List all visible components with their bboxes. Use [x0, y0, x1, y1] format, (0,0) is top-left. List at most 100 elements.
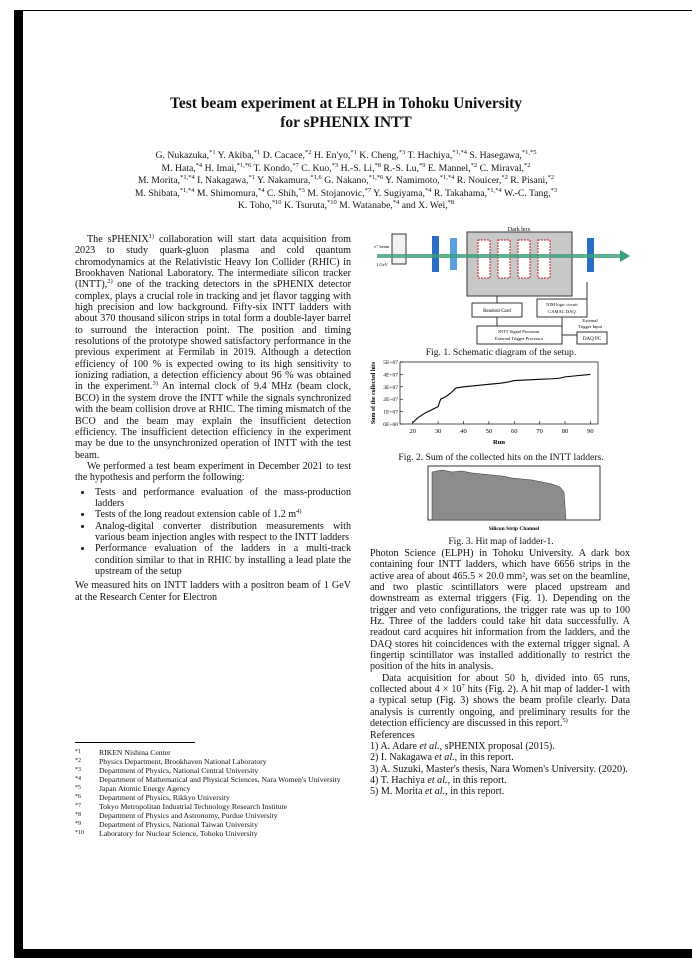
y-axis-label: Sum of the collected hits [371, 361, 377, 424]
y-tick-label: 3E+07 [383, 385, 398, 391]
footnote-mark: *6 [75, 794, 81, 800]
reference: 3) A. Suzuki, Master's thesis, Nara Wome… [370, 764, 630, 775]
affiliation-mark: *9 [418, 161, 426, 169]
y-tick-label: 1E+07 [383, 410, 398, 416]
text: We performed a test beam experiment in D… [75, 460, 351, 484]
affiliation-mark: *7 [292, 161, 299, 169]
paragraph: Photon Science (ELPH) in Tohoku Universi… [370, 548, 630, 673]
author-name: Y. Sugiyama, [373, 187, 425, 199]
affiliation-mark: *1,*4 [487, 186, 502, 194]
footnote-text: Japan Atomic Energy Agency [99, 784, 191, 793]
ladder [477, 239, 491, 279]
footnote: *10 Laboratory for Nuclear Science, Tohok… [75, 829, 351, 838]
affiliation-mark: *2 [501, 174, 508, 182]
affiliation-mark: *1,*6 [236, 161, 252, 169]
affiliation-mark: *1 [209, 149, 216, 156]
footnote-mark: *3 [75, 767, 81, 773]
italic-text: et al. [419, 740, 440, 752]
label: CAMAC DAQ [548, 309, 576, 314]
text: collaboration will start data acquisitio… [75, 234, 352, 291]
reference: 4) T. Hachiya et al., in this report. [370, 775, 630, 786]
x-tick-label: 80 [562, 428, 569, 435]
author-name: E. Mannel, [427, 162, 471, 174]
x-tick-label: 20 [409, 428, 416, 435]
footnote-mark: *2 [75, 758, 81, 764]
right-column: Photon Science (ELPH) in Tohoku Universi… [370, 548, 630, 798]
authors: G. Nukazuka,*1 Y. Akiba,*1 D. Cacace,*2 … [60, 149, 632, 213]
author-name: Y. Akiba, [217, 150, 254, 161]
figure-3: Silicon Strip Channel [427, 465, 601, 532]
box [576, 331, 608, 345]
text: hits (Fig. 2). A hit map of ladder-1 wit… [370, 684, 630, 730]
page-frame [14, 10, 692, 958]
italic-text: et al. [427, 774, 448, 786]
text: , sPHENIX proposal (2015). [439, 740, 555, 752]
references-heading: References [370, 729, 415, 741]
author-line: G. Nukazuka,*1 Y. Akiba,*1 D. Cacace,*2 … [60, 149, 632, 163]
footnote-rule [75, 742, 195, 743]
affiliation-mark: *10 [271, 199, 282, 207]
author-name: T. Hachiya, [407, 150, 453, 161]
footnote-mark: *5 [75, 785, 81, 791]
figure-1: Dark box e⁺ beam 1 GeV Readout Card NIM … [372, 226, 630, 346]
footnote-text: Department of Physics, National Central … [99, 766, 259, 775]
italic-text: et al. [434, 752, 455, 764]
x-tick-label: 60 [511, 428, 518, 435]
footnote: *5 Japan Atomic Energy Agency [75, 784, 351, 793]
footnote-mark: *8 [75, 812, 81, 818]
reference: 2) I. Nakagawa et al., in this report. [370, 752, 630, 763]
author-name: C. Shih, [266, 187, 299, 199]
author-name: M. Morita, [137, 175, 181, 187]
x-tick-label: 30 [435, 428, 442, 435]
label: Trigger Input [578, 324, 603, 329]
affiliation-mark: *4 [392, 199, 400, 207]
scintillator [391, 233, 407, 265]
x-axis-label: Silicon Strip Channel [489, 526, 540, 532]
text: 4) T. Hachiya [370, 774, 428, 786]
footnote: *6 Department of Physics, Rikkyo Universi… [75, 793, 351, 802]
affiliation-mark: *2 [470, 161, 478, 169]
text: , in this report. [445, 786, 505, 798]
affiliation-mark: *10 [326, 199, 337, 207]
author-name: R. Nouicer, [456, 175, 502, 187]
affiliation-mark: *8 [447, 199, 455, 207]
paragraph: We measured hits on INTT ladders with a … [75, 580, 351, 603]
author-name: G. Nukazuka, [155, 150, 210, 161]
label: e⁺ beam [374, 244, 390, 249]
footnote-text: Department of Physics, Rikkyo University [99, 793, 230, 802]
footnotes: *1 RIKEN Nishina Center *2 Physics Departme… [75, 748, 351, 838]
data-line [412, 373, 591, 424]
footnote-text: Laboratory for Nuclear Science, Tohoku U… [99, 829, 258, 838]
title-line: Test beam experiment at ELPH in Tohoku U… [169, 95, 523, 112]
affiliation-mark: *2 [523, 161, 531, 169]
figure-caption: Fig. 2. Sum of the collected hits on the… [398, 452, 604, 463]
x-tick-label: 50 [486, 428, 493, 435]
text: 2) I. Nakagawa [370, 752, 435, 764]
label: External Trigger Processor [495, 336, 544, 341]
affiliation-mark: *3 [298, 186, 305, 194]
author-name: M. Shibata, [134, 187, 180, 199]
connector [496, 282, 588, 336]
footnote-mark: *9 [75, 821, 81, 827]
text: Analog-digital converter distribution me… [95, 520, 351, 543]
affiliation-mark: *1 [350, 149, 357, 156]
footnote: *2 Physics Department, Brookhaven Nationa… [75, 757, 351, 766]
affiliation-mark: *1,*4 [452, 149, 467, 156]
italic-text: et al. [424, 786, 446, 798]
paragraph: The sPHENIX1) collaboration will start d… [75, 233, 352, 461]
beam-arrow [620, 250, 630, 262]
author-name: D. Cacace, [262, 150, 305, 161]
label: INTT Signal Processor [498, 329, 540, 334]
affiliation-mark: *1,*4 [180, 174, 195, 182]
ladder [537, 239, 551, 279]
title-line: for sPHENIX INTT [280, 114, 412, 131]
label: 1 GeV [376, 262, 389, 267]
label: DAQ PC [583, 337, 602, 342]
author-line: M. Morita,*1,*4 I. Nakagawa,*1 Y. Nakamu… [60, 174, 632, 188]
figure-2: 0E+00 1E+07 2E+07 3E+07 4E+07 5E+07 20 30 40 50 60… [371, 360, 599, 446]
x-tick-label: 40 [460, 428, 467, 435]
figure-caption: Fig. 3. Hit map of ladder-1. [448, 536, 554, 547]
bullet-item: Performance evaluation of the ladders in… [93, 543, 351, 577]
paragraph: We performed a test beam experiment in D… [75, 461, 351, 484]
text: one of the tracking detectors in the sPH… [75, 279, 351, 393]
